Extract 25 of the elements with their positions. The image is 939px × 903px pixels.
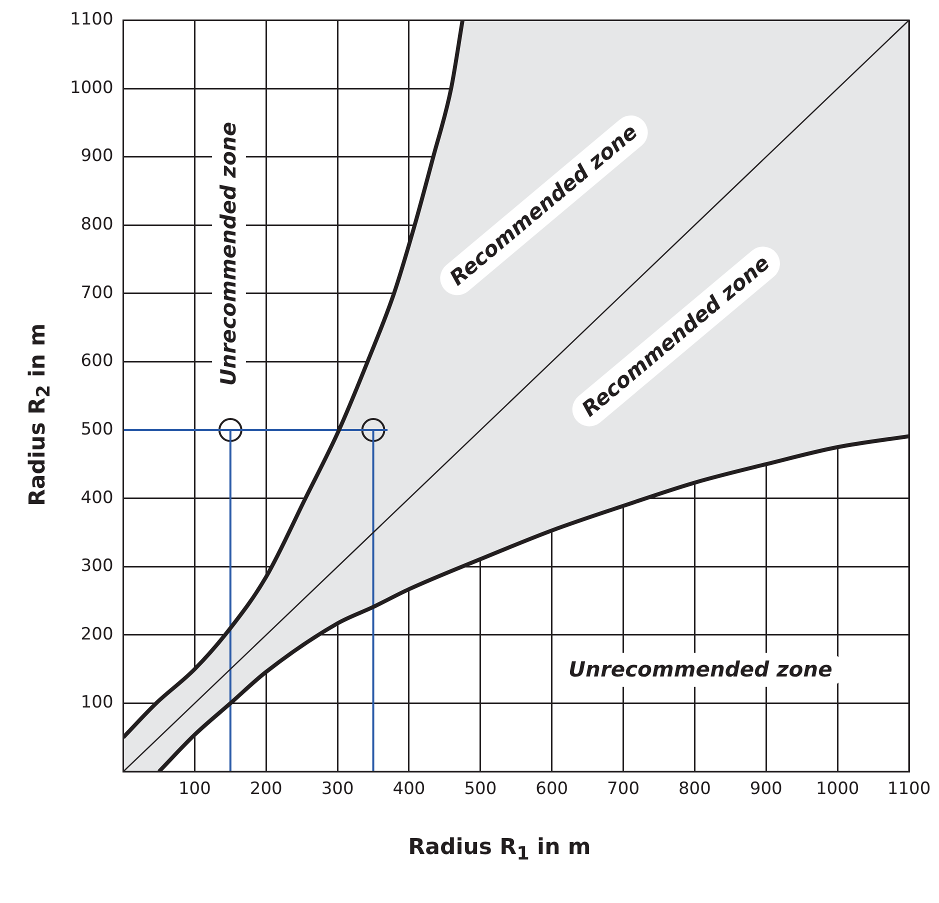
x-tick-label: 1000 — [816, 779, 860, 800]
x-tick-label: 500 — [464, 779, 497, 800]
x-tick-label: 900 — [750, 779, 782, 800]
y-tick-label: 100 — [80, 692, 114, 713]
x-tick-label: 800 — [678, 779, 711, 800]
y-tick-label: 200 — [80, 624, 114, 644]
y-tick-label: 900 — [80, 146, 114, 166]
x-tick-label: 1100 — [887, 779, 931, 800]
x-tick-label: 700 — [607, 779, 640, 800]
y-tick-label: 600 — [80, 351, 114, 372]
y-tick-label: 700 — [80, 282, 114, 303]
x-tick-label: 600 — [536, 779, 568, 800]
x-tick-label: 200 — [250, 779, 282, 800]
y-tick-label: 1000 — [70, 78, 114, 98]
y-tick-label: 800 — [80, 214, 114, 235]
annotation: Unrecommended zone — [568, 657, 832, 682]
y-tick-label: 300 — [80, 556, 114, 576]
x-tick-label: 300 — [321, 779, 354, 800]
y-tick-label: 500 — [80, 419, 114, 440]
x-tick-label: 100 — [178, 779, 211, 800]
y-tick-label: 400 — [80, 488, 114, 508]
x-axis-title: Radius R$_{1}$ in m — [407, 835, 592, 864]
x-tick-label: 400 — [392, 779, 426, 800]
y-tick-label: 1100 — [70, 10, 114, 30]
annotation: Unrecommended zone — [216, 122, 240, 386]
